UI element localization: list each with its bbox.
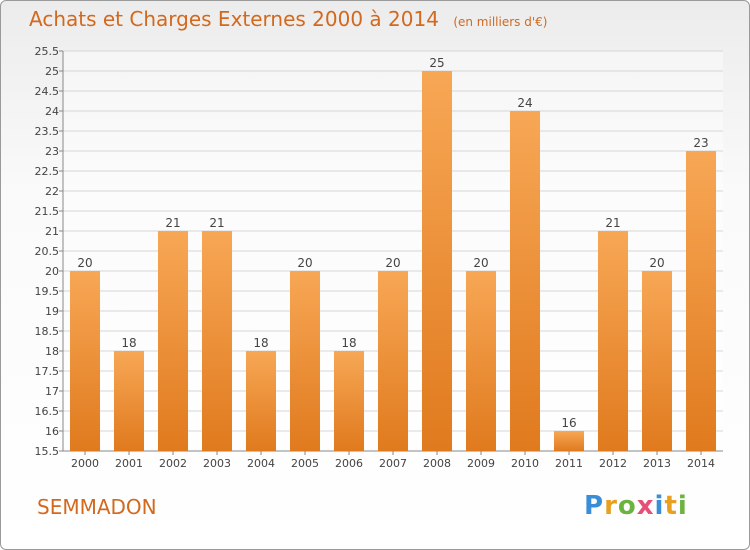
x-tick-label: 2005: [291, 457, 319, 470]
y-tick-label: 22.5: [35, 165, 60, 178]
bar: [158, 231, 188, 451]
y-tick-label: 25.5: [35, 45, 60, 58]
y-tick-label: 16.5: [35, 405, 60, 418]
y-tick-label: 17.5: [35, 365, 60, 378]
x-tick-label: 2003: [203, 457, 231, 470]
logo-letter: r: [604, 491, 618, 521]
logo-letter: P: [584, 491, 605, 521]
y-tick-label: 18.5: [35, 325, 60, 338]
x-tick-label: 2010: [511, 457, 539, 470]
data-label: 21: [165, 216, 180, 230]
y-tick-label: 23: [45, 145, 59, 158]
bar: [378, 271, 408, 451]
logo-letter: i: [677, 491, 688, 521]
bar: [246, 351, 276, 451]
x-tick-label: 2013: [643, 457, 671, 470]
y-tick-label: 19.5: [35, 285, 60, 298]
x-tick-label: 2002: [159, 457, 187, 470]
data-label: 16: [561, 416, 576, 430]
x-tick-label: 2011: [555, 457, 583, 470]
x-tick-label: 2001: [115, 457, 143, 470]
data-label: 20: [297, 256, 312, 270]
bar: [70, 271, 100, 451]
commune-name: SEMMADON: [37, 495, 157, 519]
data-label: 24: [517, 96, 532, 110]
x-tick-label: 2014: [687, 457, 715, 470]
bar: [598, 231, 628, 451]
y-tick-label: 23.5: [35, 125, 60, 138]
data-label: 21: [209, 216, 224, 230]
bar: [642, 271, 672, 451]
data-label: 21: [605, 216, 620, 230]
logo-letter: x: [636, 491, 655, 521]
bar: [510, 111, 540, 451]
data-label: 20: [649, 256, 664, 270]
y-tick-label: 20.5: [35, 245, 60, 258]
bar: [114, 351, 144, 451]
x-tick-label: 2004: [247, 457, 275, 470]
x-tick-label: 2007: [379, 457, 407, 470]
bar: [554, 431, 584, 451]
y-tick-label: 15.5: [35, 445, 60, 458]
chart-subtitle: (en milliers d'€): [453, 15, 548, 29]
y-tick-label: 22: [45, 185, 59, 198]
data-label: 18: [341, 336, 356, 350]
logo-letter: i: [654, 491, 665, 521]
logo-letter: t: [664, 491, 678, 521]
y-tick-label: 16: [45, 425, 59, 438]
data-label: 25: [429, 56, 444, 70]
bar: [466, 271, 496, 451]
proxiti-logo: Proxiti: [584, 491, 688, 521]
bar: [422, 71, 452, 451]
data-label: 23: [693, 136, 708, 150]
x-tick-label: 2008: [423, 457, 451, 470]
y-tick-label: 21.5: [35, 205, 60, 218]
bar: [334, 351, 364, 451]
logo-letter: o: [617, 491, 637, 521]
chart-title-text: Achats et Charges Externes 2000 à 2014: [29, 7, 439, 31]
data-label: 20: [385, 256, 400, 270]
y-tick-label: 21: [45, 225, 59, 238]
y-tick-label: 18: [45, 345, 59, 358]
x-tick-label: 2009: [467, 457, 495, 470]
x-tick-label: 2006: [335, 457, 363, 470]
x-tick-label: 2012: [599, 457, 627, 470]
y-tick-label: 19: [45, 305, 59, 318]
data-label: 20: [77, 256, 92, 270]
chart-title: Achats et Charges Externes 2000 à 2014 (…: [29, 7, 547, 31]
bar: [290, 271, 320, 451]
y-tick-label: 24: [45, 105, 59, 118]
data-label: 18: [253, 336, 268, 350]
y-tick-label: 24.5: [35, 85, 60, 98]
y-tick-label: 25: [45, 65, 59, 78]
data-label: 20: [473, 256, 488, 270]
x-tick-label: 2000: [71, 457, 99, 470]
y-tick-label: 20: [45, 265, 59, 278]
bar: [202, 231, 232, 451]
data-label: 18: [121, 336, 136, 350]
y-tick-label: 17: [45, 385, 59, 398]
bar: [686, 151, 716, 451]
